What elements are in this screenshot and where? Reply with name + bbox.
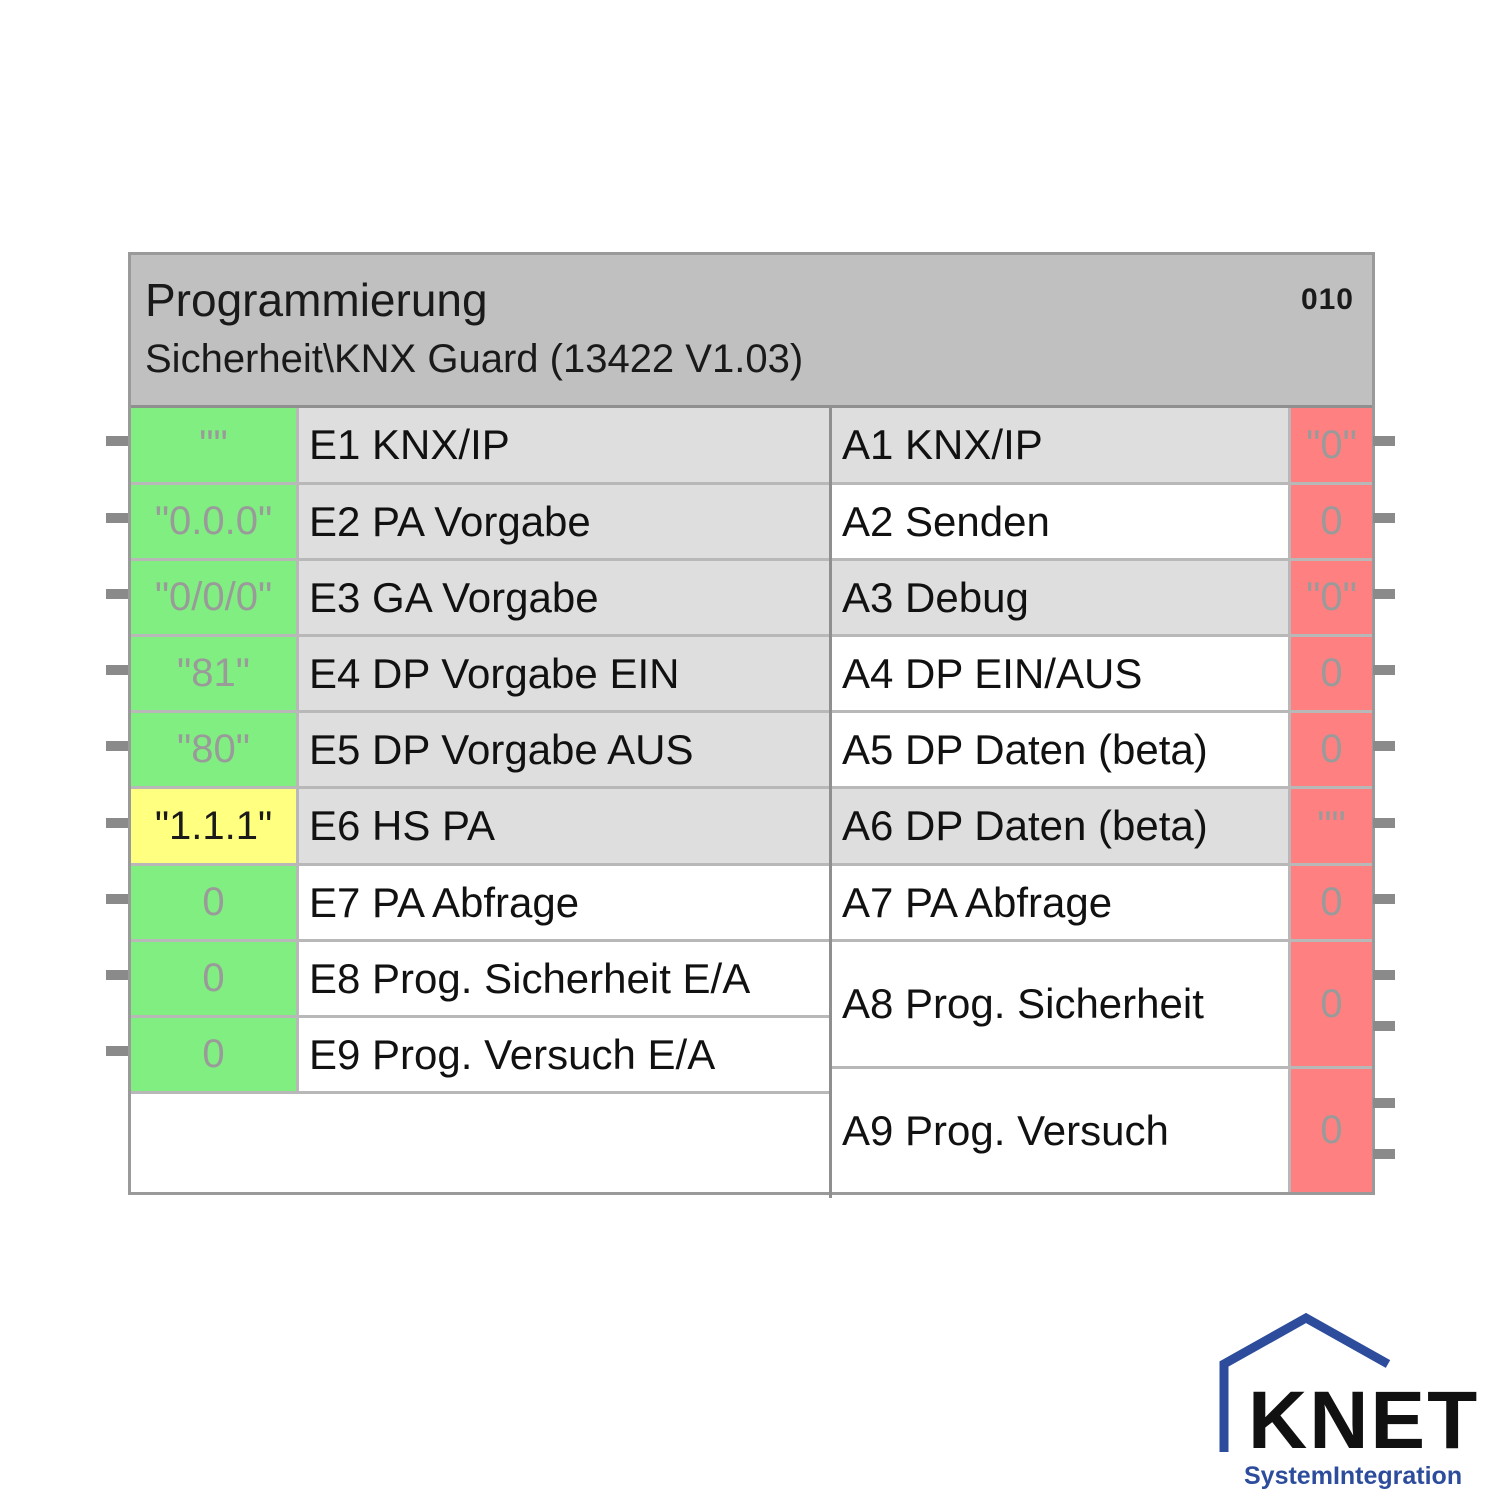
logo-wordmark: KNET [1248,1375,1480,1466]
output-pin-a8b[interactable] [1373,1021,1395,1031]
input-label-e5: E5 DP Vorgabe AUS [299,713,829,789]
output-pin-a2[interactable] [1373,513,1395,523]
output-value-a8[interactable]: 0 [1288,942,1372,1069]
output-value-a5[interactable]: 0 [1288,713,1372,789]
input-value-e6[interactable]: "1.1.1" [131,789,299,866]
output-label-a7: A7 PA Abfrage [832,866,1288,942]
input-value-e7[interactable]: 0 [131,866,299,942]
knet-logo: KNET SystemIntegration [1218,1312,1488,1492]
output-pin-a9[interactable] [1373,1098,1395,1108]
input-pin-e7[interactable] [106,894,128,904]
output-label-a1: A1 KNX/IP [832,408,1288,485]
input-value-e3[interactable]: "0/0/0" [131,561,299,637]
output-label-a9: A9 Prog. Versuch [832,1069,1288,1192]
input-value-e8[interactable]: 0 [131,942,299,1018]
output-label-a8: A8 Prog. Sicherheit [832,942,1288,1069]
input-pin-e2[interactable] [106,513,128,523]
output-label-a4: A4 DP EIN/AUS [832,637,1288,713]
input-pin-e5[interactable] [106,741,128,751]
output-pin-a9b[interactable] [1373,1149,1395,1159]
input-label-e4: E4 DP Vorgabe EIN [299,637,829,713]
output-value-a2[interactable]: 0 [1288,485,1372,561]
output-pin-a4[interactable] [1373,665,1395,675]
input-pin-e6[interactable] [106,818,128,828]
block-title: Programmierung [145,274,488,326]
input-value-e2[interactable]: "0.0.0" [131,485,299,561]
input-pin-e8[interactable] [106,970,128,980]
input-pin-e3[interactable] [106,589,128,599]
output-value-a6[interactable]: "" [1288,789,1372,866]
input-value-e4[interactable]: "81" [131,637,299,713]
output-pin-a7[interactable] [1373,894,1395,904]
input-pin-e9[interactable] [106,1046,128,1056]
input-label-e2: E2 PA Vorgabe [299,485,829,561]
output-value-a7[interactable]: 0 [1288,866,1372,942]
output-label-a3: A3 Debug [832,561,1288,637]
input-label-e8: E8 Prog. Sicherheit E/A [299,942,829,1018]
output-pin-a5[interactable] [1373,741,1395,751]
output-value-a3[interactable]: "0" [1288,561,1372,637]
output-label-a6: A6 DP Daten (beta) [832,789,1288,866]
input-label-e6: E6 HS PA [299,789,829,866]
house-roof-icon [1219,1312,1391,1452]
input-pin-e1[interactable] [106,436,128,446]
input-value-e9[interactable]: 0 [131,1018,299,1094]
output-pin-a1[interactable] [1373,436,1395,446]
input-value-e5[interactable]: "80" [131,713,299,789]
output-pin-a6[interactable] [1373,818,1395,828]
input-label-e9: E9 Prog. Versuch E/A [299,1018,829,1094]
input-value-e1[interactable]: "" [131,408,299,485]
logo-tagline: SystemIntegration [1244,1462,1463,1490]
output-pin-a8[interactable] [1373,970,1395,980]
input-label-e1: E1 KNX/IP [299,408,829,485]
output-label-a5: A5 DP Daten (beta) [832,713,1288,789]
input-label-e3: E3 GA Vorgabe [299,561,829,637]
output-pin-a3[interactable] [1373,589,1395,599]
output-value-a9[interactable]: 0 [1288,1069,1372,1192]
input-label-e7: E7 PA Abfrage [299,866,829,942]
output-value-a4[interactable]: 0 [1288,637,1372,713]
block-header[interactable]: Programmierung Sicherheit\KNX Guard (134… [131,255,1372,408]
output-value-a1[interactable]: "0" [1288,408,1372,485]
column-divider [829,408,832,1198]
output-label-a2: A2 Senden [832,485,1288,561]
block-id-badge: 010 [1300,283,1354,316]
block-subtitle: Sicherheit\KNX Guard (13422 V1.03) [145,337,804,381]
logic-block[interactable]: Programmierung Sicherheit\KNX Guard (134… [128,252,1375,1198]
input-pin-e4[interactable] [106,665,128,675]
